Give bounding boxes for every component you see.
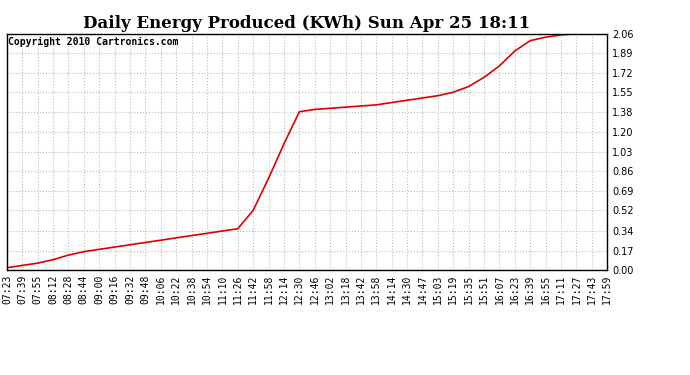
- Text: Copyright 2010 Cartronics.com: Copyright 2010 Cartronics.com: [8, 37, 179, 47]
- Title: Daily Energy Produced (KWh) Sun Apr 25 18:11: Daily Energy Produced (KWh) Sun Apr 25 1…: [83, 15, 531, 32]
